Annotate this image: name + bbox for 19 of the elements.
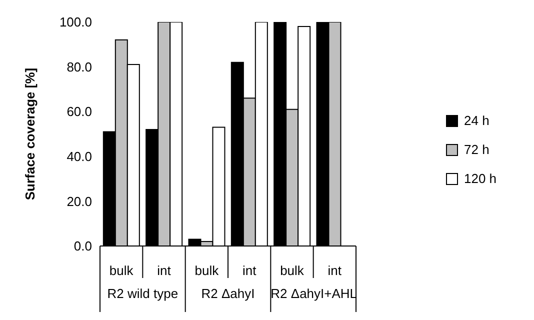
legend-label: 120 h <box>464 171 497 186</box>
x-tick-label: bulk <box>194 263 220 278</box>
text: R2 ΔahyI <box>200 286 256 301</box>
legend-label: 24 h <box>464 113 490 128</box>
x-tick-label: bulk <box>109 263 134 278</box>
y-tick-label: 80.0 <box>66 59 92 74</box>
x-tick-label: bulk <box>280 263 304 278</box>
y-tick-label: 20.0 <box>66 194 92 209</box>
legend-label: 72 h <box>464 142 490 157</box>
y-tick-label: 0.0 <box>74 238 92 254</box>
y-axis-title: Surface coverage [%] <box>22 68 38 200</box>
y-tick-label: 40.0 <box>66 149 92 164</box>
y-tick-label: 60.0 <box>66 104 92 120</box>
text: R2 ΔahyI+AHL <box>270 286 358 301</box>
text: R2 wild type <box>106 286 180 301</box>
x-tick-label: int <box>242 263 257 278</box>
x-tick-label: int <box>328 263 342 278</box>
x-tick-label: int <box>157 263 172 278</box>
y-tick-label: 100.0 <box>59 14 92 30</box>
